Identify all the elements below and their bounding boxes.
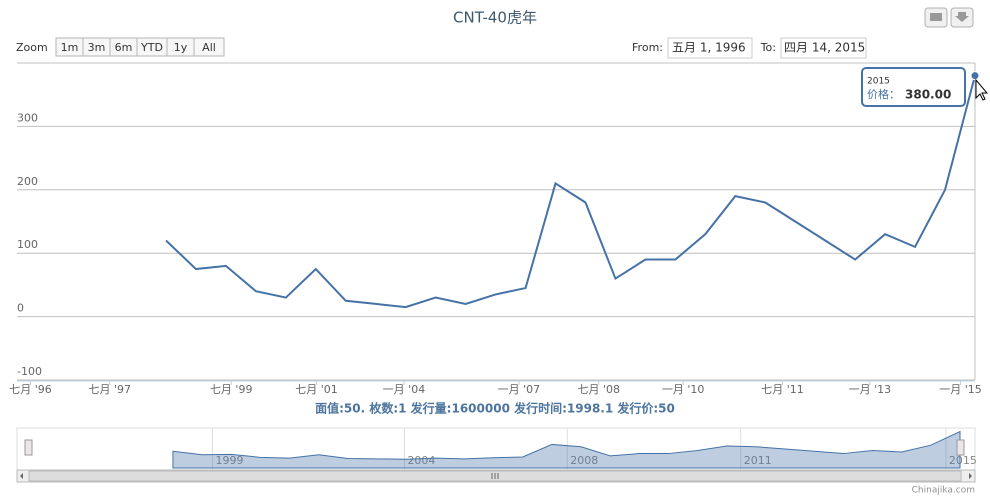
x-tick-label: 一月 '15	[939, 383, 982, 396]
zoom-button-label: 6m	[115, 41, 133, 54]
tooltip-value: 380.00	[905, 88, 951, 102]
credits: Chinajika.com	[912, 486, 975, 496]
navigator-area	[172, 430, 961, 469]
from-value: 五月 1, 1996	[672, 41, 746, 55]
x-tick-label: 一月 '04	[383, 383, 426, 396]
chart-title: CNT-40虎年	[453, 9, 537, 27]
navigator-tick-label: 2004	[407, 454, 435, 467]
navigator-tick-label: 2015	[949, 454, 977, 467]
navigator-tick-label: 2008	[570, 454, 598, 467]
zoom-button-label: 1m	[61, 41, 79, 54]
x-tick-label: 七月 '97	[88, 383, 131, 396]
x-tick-label: 七月 '96	[9, 383, 52, 396]
x-tick-label: 一月 '07	[498, 383, 541, 396]
zoom-button-label: 1y	[174, 41, 188, 54]
zoom-button-label: All	[202, 41, 216, 54]
y-tick-label: -100	[17, 365, 42, 378]
cursor	[975, 78, 989, 101]
tooltip-title: 2015	[867, 77, 890, 87]
x-tick-label: 七月 '08	[578, 383, 621, 396]
zoom-button-box	[193, 37, 225, 57]
zoom-button-label: YTD	[140, 41, 163, 54]
x-axis-title: 面值:50. 枚数:1 发行量:1600000 发行时间:1998.1 发行价:…	[315, 401, 675, 416]
navigator-tick-label: 1999	[215, 454, 243, 467]
x-tick-label: 七月 '99	[210, 383, 253, 396]
scrollbar[interactable]	[16, 469, 976, 483]
hover-point	[970, 71, 980, 81]
x-tick-label: 一月 '10	[662, 383, 705, 396]
to-label: To:	[760, 41, 776, 54]
navigator-handle[interactable]	[956, 439, 965, 456]
to-value: 四月 14, 2015	[784, 41, 865, 55]
zoom-button[interactable]: 1y	[166, 37, 195, 57]
zoom-label: Zoom	[16, 41, 48, 54]
y-tick-label: 200	[17, 175, 38, 188]
y-tick-label: 100	[17, 238, 38, 251]
navigator-handle[interactable]	[24, 439, 33, 456]
line	[165, 75, 976, 309]
tooltip: 2015 价格： 380.00	[861, 67, 966, 107]
zoom-button[interactable]: YTD	[136, 37, 168, 57]
from-label: From:	[632, 41, 663, 54]
zoom-button[interactable]: All	[193, 37, 225, 57]
y-tick-label: 300	[17, 111, 38, 124]
print-button[interactable]	[924, 7, 948, 28]
tooltip-label: 价格：	[867, 87, 900, 101]
zoom-button[interactable]: 1m	[55, 37, 84, 57]
navigator-tick-label: 2011	[744, 454, 772, 467]
from-input[interactable]	[667, 37, 753, 59]
x-tick-label: 七月 '11	[761, 383, 804, 396]
to-input[interactable]	[780, 37, 867, 59]
x-tick-label: 一月 '13	[849, 383, 892, 396]
zoom-button[interactable]: 6m	[109, 37, 138, 57]
zoom-button-label: 3m	[88, 41, 106, 54]
y-tick-label: 0	[17, 302, 24, 315]
zoom-button[interactable]: 3m	[82, 37, 111, 57]
export-button[interactable]	[950, 7, 974, 28]
x-tick-label: 七月 '01	[295, 383, 338, 396]
